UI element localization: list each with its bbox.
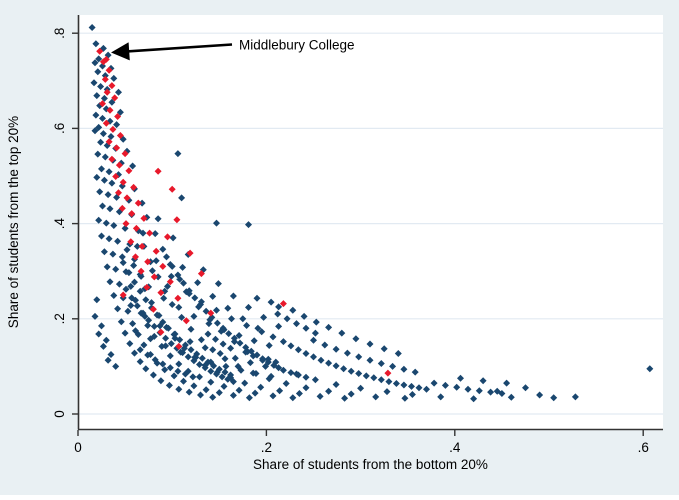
- y-tick-label: .8: [52, 28, 67, 39]
- x-tick-label: .2: [261, 440, 272, 455]
- y-tick-label: .6: [52, 123, 67, 134]
- scatter-points-colleges: [88, 24, 654, 403]
- y-tick-label: 0: [52, 410, 67, 418]
- annotation-arrow: [111, 42, 233, 61]
- y-tick-label: .2: [52, 313, 67, 324]
- y-tick-label: .4: [52, 217, 67, 229]
- x-tick-label: 0: [74, 440, 82, 455]
- plot-area: [78, 15, 663, 429]
- annotation-label: Middlebury College: [239, 38, 355, 53]
- x-tick-label: .6: [638, 440, 649, 455]
- x-axis-title: Share of students from the bottom 20%: [253, 457, 488, 472]
- y-axis-title: Share of students from the top 20%: [6, 116, 21, 328]
- x-tick-label: .4: [449, 440, 461, 455]
